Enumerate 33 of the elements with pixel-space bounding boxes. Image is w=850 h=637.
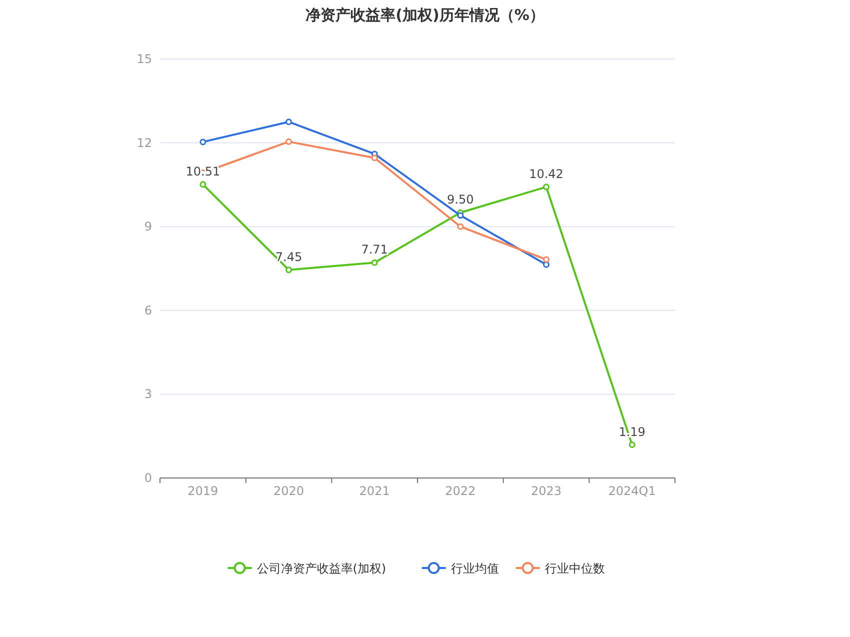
y-tick-label: 6 (144, 303, 152, 318)
y-tick-label: 15 (136, 52, 152, 66)
point (543, 256, 550, 263)
point (543, 261, 550, 268)
x-tick-label: 2024Q1 (608, 484, 656, 498)
chart-title: 净资产收益率(加权)历年情况（%） (306, 6, 544, 24)
legend-label: 行业均值 (450, 562, 499, 576)
x-tick-label: 2019 (188, 484, 218, 498)
x-tick-label: 2021 (359, 484, 390, 498)
y-tick-label: 0 (144, 471, 152, 485)
x-tick-label: 2020 (273, 484, 304, 498)
x-tick-label: 2022 (445, 484, 476, 498)
point (371, 259, 378, 266)
point (200, 138, 206, 146)
point (371, 154, 378, 162)
point (286, 118, 292, 126)
point (200, 181, 206, 188)
data-label: 7.71 (361, 242, 388, 257)
x-tick-label: 2023 (530, 484, 562, 498)
point (286, 138, 292, 145)
y-tick-label: 9 (144, 220, 152, 234)
point (286, 266, 292, 274)
point (457, 212, 464, 219)
legend-label: 行业中位数 (544, 562, 605, 576)
y-tick-label: 3 (144, 387, 152, 402)
legend-label: 公司净资产收益率(加权) (256, 562, 386, 576)
data-label: 7.45 (275, 250, 302, 264)
point (543, 184, 550, 190)
y-tick-label: 12 (136, 136, 152, 150)
point (457, 223, 464, 230)
data-label: 9.50 (447, 192, 474, 207)
data-label: 10.42 (529, 166, 564, 181)
point (628, 442, 636, 448)
